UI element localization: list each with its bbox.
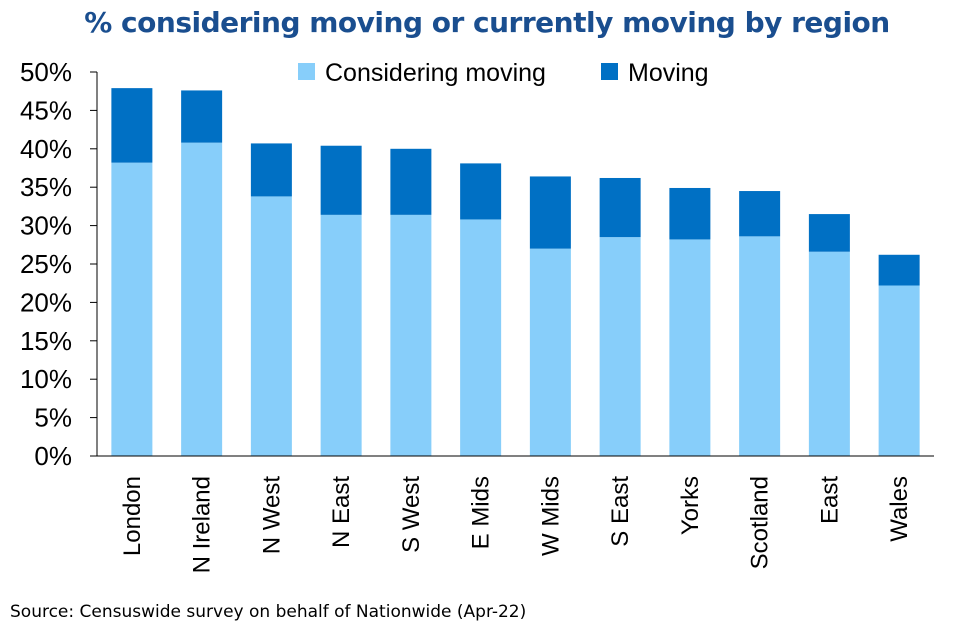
- x-tick-label: W Mids: [537, 476, 564, 556]
- bar-moving-4: [390, 148, 432, 215]
- bar-considering-9: [739, 236, 781, 456]
- stacked-bar-chart: London N Ireland N West N East S West E Mids W…: [20, 57, 934, 573]
- bar-considering-0: [111, 162, 153, 456]
- bar-considering-7: [599, 237, 641, 456]
- bar-moving-9: [739, 191, 781, 237]
- y-tick-label: 45%: [20, 95, 72, 125]
- x-tick-label: Wales: [886, 476, 913, 542]
- y-tick-label: 5%: [34, 403, 72, 433]
- bar-moving-3: [320, 145, 362, 215]
- x-tick-label: East: [816, 476, 843, 524]
- y-tick-label: 40%: [20, 134, 72, 164]
- x-tick-label: S East: [607, 476, 634, 547]
- y-tick-label: 25%: [20, 249, 72, 279]
- y-tick-label: 20%: [20, 287, 72, 317]
- bar-moving-7: [599, 177, 641, 238]
- bar-considering-1: [181, 142, 223, 456]
- x-tick-label: N Ireland: [189, 476, 216, 573]
- bar-considering-4: [390, 214, 432, 456]
- x-tick-label: London: [119, 476, 146, 556]
- x-tick-label: E Mids: [468, 476, 495, 549]
- x-tick-label: N East: [328, 476, 355, 548]
- bar-considering-10: [808, 251, 850, 456]
- y-tick-label: 35%: [20, 172, 72, 202]
- x-tick-label: Scotland: [747, 476, 774, 569]
- y-tick-label: 50%: [20, 57, 72, 87]
- legend-label-considering: Considering moving: [325, 59, 546, 87]
- bar-moving-1: [181, 90, 223, 143]
- bar-considering-5: [460, 219, 502, 456]
- bar-moving-0: [111, 88, 153, 163]
- y-tick-label: 15%: [20, 326, 72, 356]
- bar-moving-10: [808, 214, 850, 252]
- y-tick-label: 30%: [20, 211, 72, 241]
- bar-considering-3: [320, 214, 362, 456]
- x-tick-label: N West: [258, 476, 285, 555]
- bar-considering-2: [250, 196, 292, 457]
- bar-moving-11: [878, 254, 920, 286]
- source-note: Source: Censuswide survey on behalf of N…: [10, 602, 527, 622]
- x-tick-label: S West: [398, 476, 425, 553]
- legend-swatch-considering: [298, 63, 315, 80]
- y-tick-label: 0%: [34, 441, 72, 471]
- bar-considering-8: [669, 239, 711, 456]
- bar-considering-6: [529, 248, 571, 456]
- bar-moving-5: [460, 163, 502, 220]
- legend-swatch-moving: [601, 63, 618, 80]
- bar-moving-6: [529, 176, 571, 249]
- bar-moving-8: [669, 187, 711, 240]
- bar-considering-11: [878, 285, 920, 456]
- y-tick-label: 10%: [20, 364, 72, 394]
- legend-label-moving: Moving: [628, 59, 709, 87]
- x-tick-label: Yorks: [677, 476, 704, 535]
- chart-title: % considering moving or currently moving…: [84, 6, 890, 39]
- bar-moving-2: [250, 143, 292, 197]
